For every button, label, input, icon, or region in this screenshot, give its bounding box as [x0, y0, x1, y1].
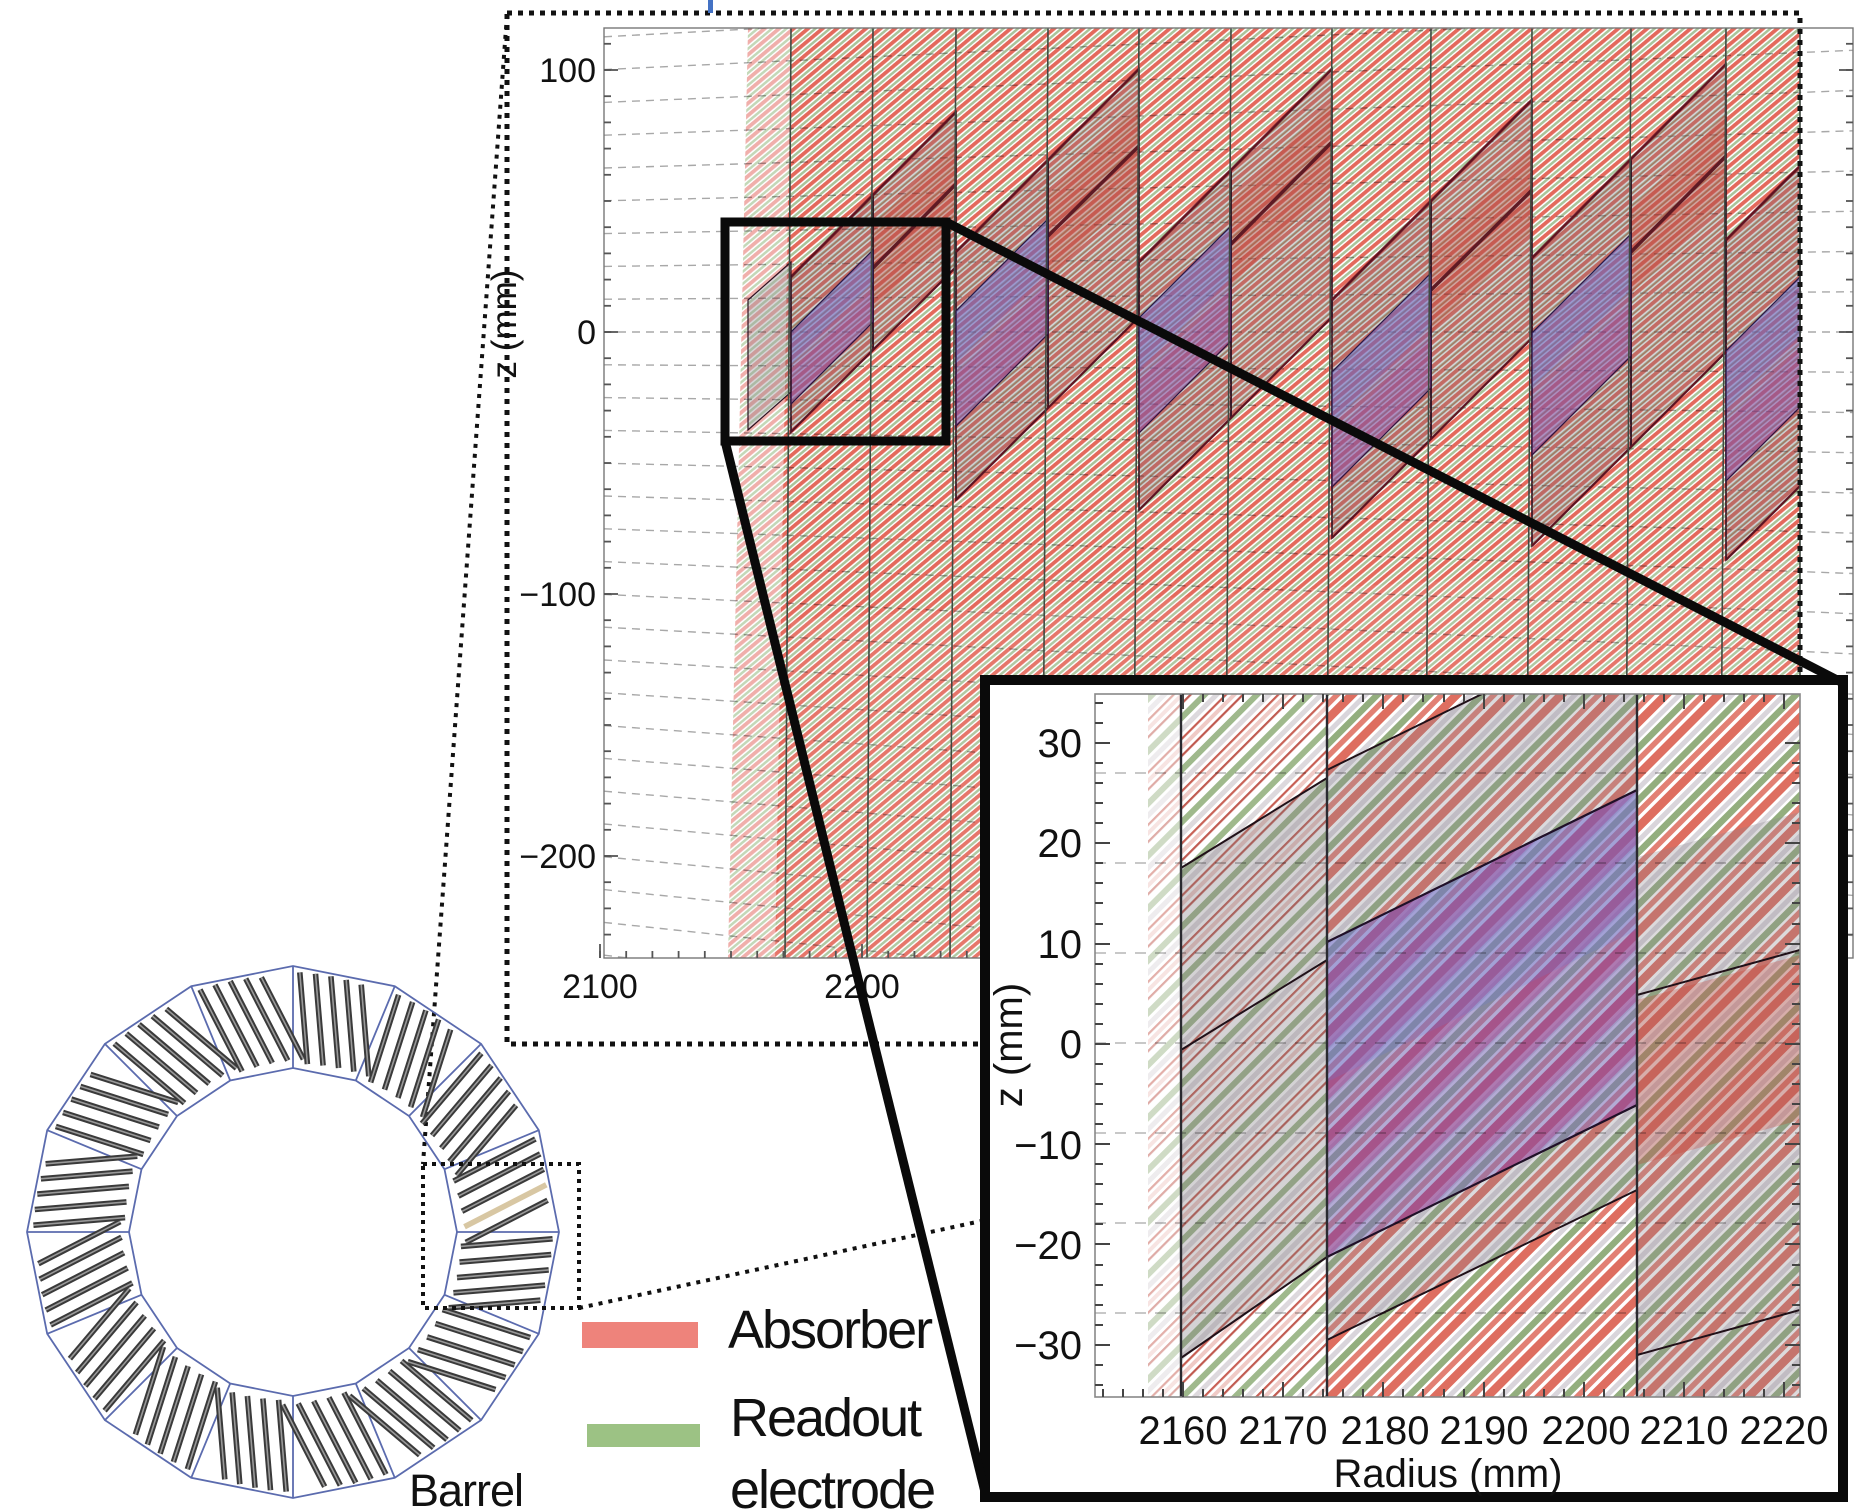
svg-text:Barrel: Barrel: [409, 1465, 523, 1510]
svg-text:100: 100: [539, 52, 596, 90]
svg-text:−100: −100: [519, 576, 596, 614]
svg-text:2100: 2100: [562, 968, 638, 1006]
svg-text:Readout: Readout: [730, 1388, 922, 1448]
svg-text:20: 20: [1038, 822, 1083, 866]
svg-text:2190: 2190: [1440, 1409, 1529, 1453]
svg-text:30: 30: [1038, 722, 1083, 766]
svg-text:2160: 2160: [1139, 1409, 1228, 1453]
svg-text:−10: −10: [1014, 1124, 1082, 1168]
svg-text:2200: 2200: [1542, 1409, 1631, 1453]
svg-text:2210: 2210: [1640, 1409, 1729, 1453]
svg-text:Radius (mm): Radius (mm): [1334, 1452, 1563, 1496]
svg-text:2170: 2170: [1239, 1409, 1328, 1453]
svg-text:electrode: electrode: [730, 1460, 934, 1510]
svg-text:2220: 2220: [1740, 1409, 1829, 1453]
svg-text:−30: −30: [1014, 1324, 1082, 1368]
svg-text:−200: −200: [519, 838, 596, 876]
svg-text:0: 0: [577, 314, 596, 352]
svg-text:0: 0: [1060, 1023, 1082, 1067]
svg-text:Absorber: Absorber: [728, 1300, 933, 1360]
svg-text:−20: −20: [1014, 1224, 1082, 1268]
svg-text:z (mm): z (mm): [987, 983, 1031, 1107]
svg-text:2180: 2180: [1341, 1409, 1430, 1453]
svg-text:10: 10: [1038, 923, 1083, 967]
